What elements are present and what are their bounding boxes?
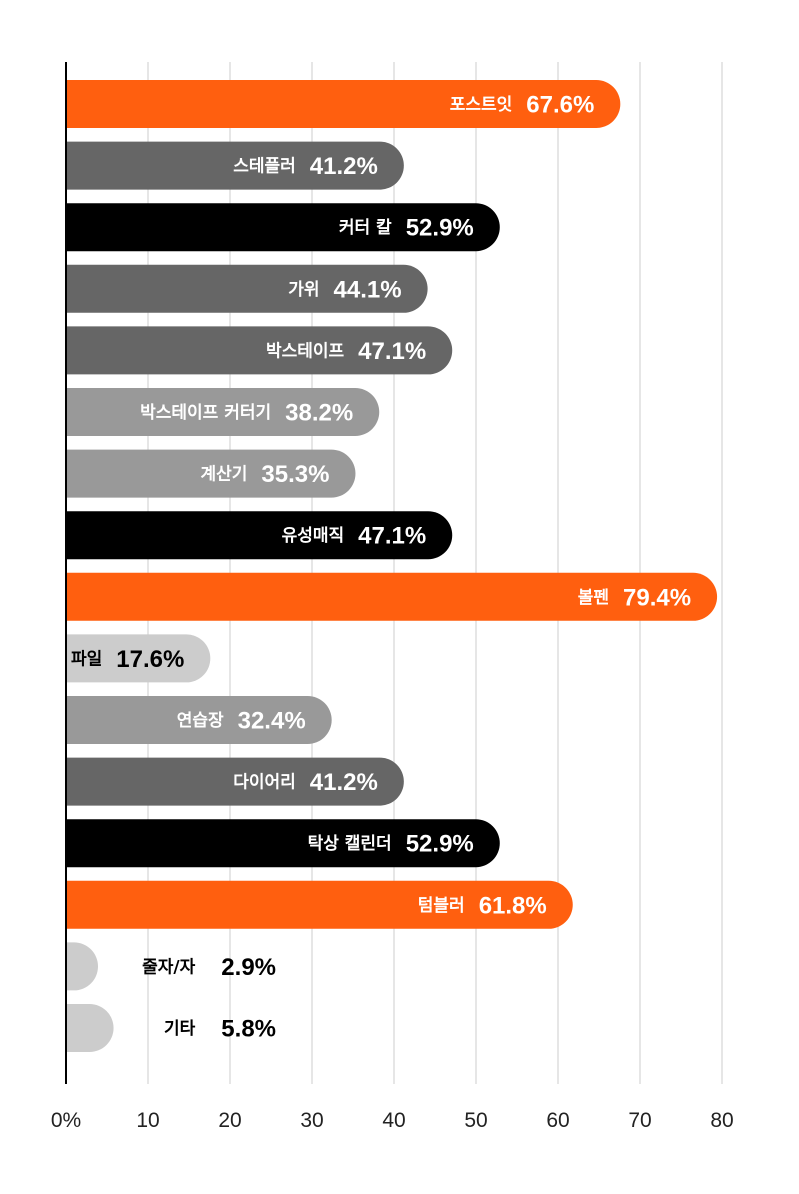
bar-category-label: 커터 칼 <box>339 218 392 238</box>
bar <box>66 80 621 128</box>
bar-item: 32.4% 연습장 <box>66 696 332 744</box>
bar-category-label: 파일 <box>71 649 102 669</box>
bar <box>66 819 500 868</box>
bar-item: 17.6% 파일 <box>66 634 211 683</box>
bar-item: 47.1% 유성매직 <box>66 511 453 560</box>
bar-value-label: 32.4% <box>238 708 306 735</box>
bar-item: 79.4% 볼펜 <box>66 572 718 621</box>
bar-item: 41.2% 다이어리 <box>66 757 404 806</box>
bar-item: 44.1% 가위 <box>66 264 428 313</box>
bar-item: 52.9% 탁상 캘린더 <box>66 819 500 868</box>
x-axis-ticks: 0% 10 20 30 40 50 60 70 80 <box>51 1109 734 1132</box>
bar-item: 38.2% 박스테이프 커터기 <box>66 388 380 436</box>
bar <box>66 572 718 621</box>
bar-value-label: 52.9% <box>406 215 474 242</box>
bar <box>66 880 573 929</box>
bar-value-label: 52.9% <box>406 831 474 858</box>
bar-value-label: 41.2% <box>310 769 378 796</box>
bar-item: 52.9% 커터 칼 <box>66 203 500 252</box>
bar-category-label: 유성매직 <box>282 526 345 546</box>
bar-category-label: 박스테이프 커터기 <box>140 403 271 423</box>
x-tick-label: 10 <box>136 1109 159 1132</box>
bar-value-label: 67.6% <box>526 92 594 119</box>
bar <box>66 757 404 806</box>
bar-category-label: 박스테이프 <box>266 341 345 361</box>
bar-value-label: 38.2% <box>285 400 353 427</box>
bar-item: 61.8% 텀블러 <box>66 880 573 929</box>
x-tick-label: 30 <box>300 1109 323 1132</box>
x-tick-label: 70 <box>628 1109 651 1132</box>
bar-value-label: 44.1% <box>334 276 402 303</box>
bar <box>66 449 356 498</box>
bar <box>66 696 332 744</box>
bar-item: 47.1% 박스테이프 <box>66 326 453 375</box>
bar-value-label: 79.4% <box>623 584 691 611</box>
bar-item: 67.6% 포스트잇 <box>66 80 621 128</box>
x-tick-label: 20 <box>218 1109 241 1132</box>
x-tick-label: 50 <box>464 1109 487 1132</box>
bar-value-label: 5.8% <box>221 1016 276 1043</box>
x-tick-label: 60 <box>546 1109 569 1132</box>
bar <box>66 1004 114 1052</box>
bar-item: 35.3% 계산기 <box>66 449 356 498</box>
bar-value-label: 35.3% <box>261 461 329 488</box>
bar-value-label: 41.2% <box>310 153 378 180</box>
bar <box>66 511 453 560</box>
bar-category-label: 줄자/자 <box>142 957 195 977</box>
bar-item: 5.8% 기타 <box>66 1004 276 1052</box>
bar-category-label: 포스트잇 <box>450 95 513 115</box>
bar <box>66 942 98 991</box>
bar <box>66 634 211 683</box>
bar-item: 41.2% 스테플러 <box>66 141 404 190</box>
bar-value-label: 17.6% <box>116 646 184 673</box>
bar-value-label: 47.1% <box>358 523 426 550</box>
bar <box>66 326 453 375</box>
bar-category-label: 계산기 <box>200 465 247 485</box>
bar-category-label: 기타 <box>164 1019 196 1039</box>
bar <box>66 141 404 190</box>
x-tick-label: 0% <box>51 1109 81 1132</box>
bar-item: 2.9% 줄자/자 <box>66 942 276 991</box>
bar-value-label: 61.8% <box>479 892 547 919</box>
bar-category-label: 연습장 <box>177 711 224 731</box>
bar-category-label: 다이어리 <box>233 773 296 793</box>
bar-group: 67.6% 포스트잇 41.2% 스테플러 52.9% 커터 칼 44.1% 가위 47.1% 박… <box>66 80 718 1052</box>
bar-category-label: 텀블러 <box>418 896 465 916</box>
bar-category-label: 가위 <box>288 280 319 300</box>
bar <box>66 203 500 252</box>
x-tick-label: 40 <box>382 1109 405 1132</box>
bar-category-label: 스테플러 <box>233 157 296 177</box>
bar-value-label: 47.1% <box>358 338 426 365</box>
x-tick-label: 80 <box>710 1109 733 1132</box>
bar-category-label: 탁상 캘린더 <box>308 833 392 854</box>
bar-category-label: 볼펜 <box>578 588 609 608</box>
bar <box>66 264 428 313</box>
bar-value-label: 2.9% <box>221 954 276 981</box>
bar <box>66 388 380 436</box>
